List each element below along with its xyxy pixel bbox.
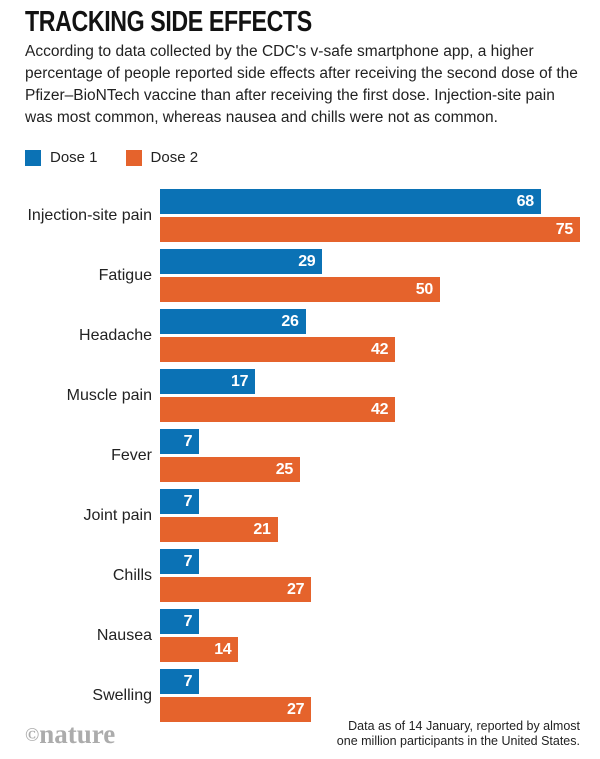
dose2-swatch-icon [125, 149, 142, 166]
bar-dose2: 50 [160, 277, 440, 302]
bar-value-label: 29 [298, 252, 316, 270]
bar-dose1: 68 [160, 189, 541, 214]
bar-dose1: 29 [160, 249, 323, 274]
bar-value-label: 7 [183, 672, 193, 690]
legend-item-dose2: Dose 2 [125, 149, 199, 166]
bar-value-label: 42 [370, 400, 389, 418]
nature-logo-text: nature [39, 719, 116, 749]
bar-value-label: 25 [275, 460, 294, 478]
category-label: Nausea [96, 626, 152, 644]
bar-group: 17 42 [160, 369, 600, 422]
bar-dose1: 26 [160, 309, 306, 334]
category-label: Fever [111, 446, 152, 464]
bar-value-label: 7 [183, 612, 193, 630]
bar-group: 68 75 [160, 189, 600, 242]
source-note-line1: Data as of 14 January, reported by almos… [348, 719, 580, 733]
bar-group: 7 21 [160, 489, 600, 542]
bar-value-label: 14 [214, 640, 232, 658]
bar-dose2: 14 [160, 637, 239, 662]
bar-value-label: 27 [286, 700, 305, 718]
bar-group: 7 25 [160, 429, 600, 482]
chart-row: Fever 7 25 [0, 429, 600, 482]
bar-value-label: 27 [286, 580, 305, 598]
category-label: Swelling [92, 686, 152, 704]
chart-row: Injection-site pain 68 75 [0, 189, 600, 242]
chart-row: Fatigue 29 50 [0, 249, 600, 302]
category-label: Headache [79, 326, 152, 344]
chart-row: Headache 26 42 [0, 309, 600, 362]
footer: ©nature Data as of 14 January, reported … [25, 719, 580, 749]
legend: Dose 1 Dose 2 [25, 149, 600, 166]
category-label: Injection-site pain [27, 206, 152, 224]
category-label: Muscle pain [66, 386, 152, 404]
bar-dose2: 25 [160, 457, 300, 482]
bar-group: 7 14 [160, 609, 600, 662]
bar-group: 26 42 [160, 309, 600, 362]
chart-row: Swelling 7 27 [0, 669, 600, 722]
bar-value-label: 7 [183, 492, 193, 510]
page-title-text: TRACKING SIDE EFFECTS [25, 6, 312, 38]
bar-value-label: 7 [183, 552, 193, 570]
chart-row: Muscle pain 17 42 [0, 369, 600, 422]
bar-dose1: 7 [160, 609, 200, 634]
bar-dose1: 7 [160, 549, 200, 574]
chart-row: Nausea 7 14 [0, 609, 600, 662]
bar-dose1: 7 [160, 489, 200, 514]
category-label: Joint pain [83, 506, 153, 524]
bar-dose2: 27 [160, 697, 312, 722]
bar-dose2: 42 [160, 337, 396, 362]
legend-label-dose2: Dose 2 [150, 149, 199, 166]
bar-value-label: 17 [230, 372, 249, 390]
bar-dose1: 7 [160, 669, 200, 694]
bar-group: 7 27 [160, 549, 600, 602]
bar-group: 29 50 [160, 249, 600, 302]
bar-value-label: 50 [415, 280, 434, 298]
category-label: Fatigue [98, 266, 152, 284]
bar-dose2: 75 [160, 217, 580, 242]
dose1-swatch-icon [25, 149, 41, 166]
bar-value-label: 26 [281, 312, 299, 330]
source-note: Data as of 14 January, reported by almos… [337, 719, 580, 749]
bar-group: 7 27 [160, 669, 600, 722]
chart-row: Chills 7 27 [0, 549, 600, 602]
bar-value-label: 42 [370, 340, 389, 358]
bar-value-label: 21 [253, 520, 271, 538]
bar-dose1: 7 [160, 429, 200, 454]
bar-dose1: 17 [160, 369, 256, 394]
chart-row: Joint pain 7 21 [0, 489, 600, 542]
bar-chart: Injection-site pain 68 75 Fatigue 29 50 Headac… [0, 189, 600, 722]
category-label: Chills [112, 566, 152, 584]
copyright-icon: © [25, 725, 40, 746]
source-note-line2: one million participants in the United S… [336, 734, 580, 748]
bar-value-label: 68 [516, 192, 535, 210]
description-text: According to data collected by the CDC's… [25, 43, 578, 126]
nature-logo: ©nature [25, 721, 115, 749]
legend-label-dose1: Dose 1 [50, 149, 98, 166]
bar-dose2: 42 [160, 397, 396, 422]
bar-value-label: 7 [183, 432, 193, 450]
bar-dose2: 21 [160, 517, 278, 542]
legend-item-dose1: Dose 1 [25, 149, 98, 166]
page-title: TRACKING SIDE EFFECTS [0, 0, 600, 38]
bar-dose2: 27 [160, 577, 312, 602]
bar-value-label: 75 [555, 220, 574, 238]
